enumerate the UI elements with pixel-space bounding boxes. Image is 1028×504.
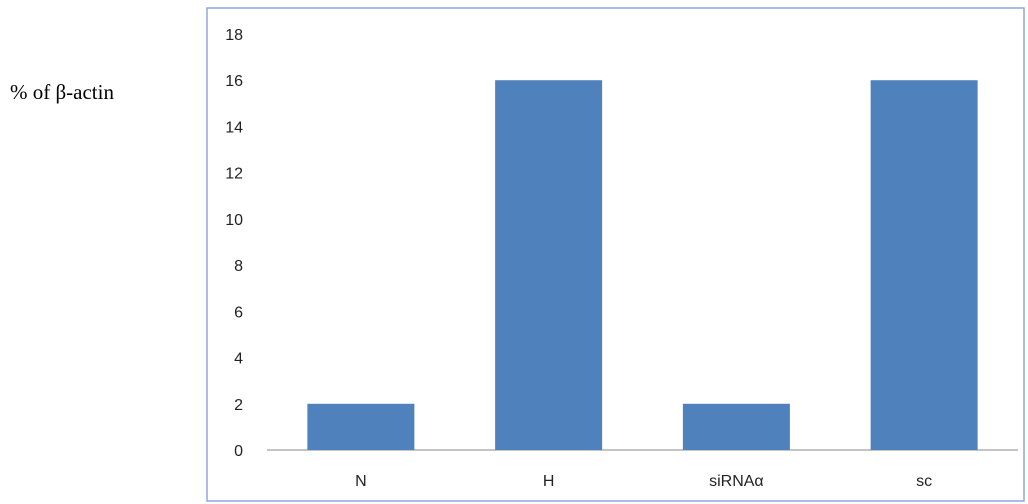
x-category-label-0: N (355, 473, 367, 490)
y-tick-label-4: 4 (234, 351, 243, 368)
x-category-label-3: sc (916, 473, 932, 490)
y-axis-ticks: 0 2 4 6 8 10 12 14 16 18 (225, 27, 243, 460)
y-axis-label: % of β-actin (10, 80, 114, 104)
x-category-label-2: siRNAα (709, 473, 764, 490)
y-tick-label-10: 10 (225, 212, 243, 229)
y-tick-label-8: 8 (234, 258, 243, 275)
x-category-label-1: H (543, 473, 555, 490)
bar-3 (870, 80, 978, 450)
y-tick-label-2: 2 (234, 397, 243, 414)
bar-2 (682, 403, 790, 450)
y-tick-label-0: 0 (234, 443, 243, 460)
y-tick-label-12: 12 (225, 166, 243, 183)
y-tick-label-16: 16 (225, 73, 243, 90)
bars-group (307, 80, 978, 450)
bar-0 (307, 403, 415, 450)
y-tick-label-18: 18 (225, 27, 243, 44)
y-tick-label-6: 6 (234, 304, 243, 321)
bar-1 (495, 80, 603, 450)
chart-frame (206, 7, 1025, 502)
y-tick-label-14: 14 (225, 119, 243, 136)
